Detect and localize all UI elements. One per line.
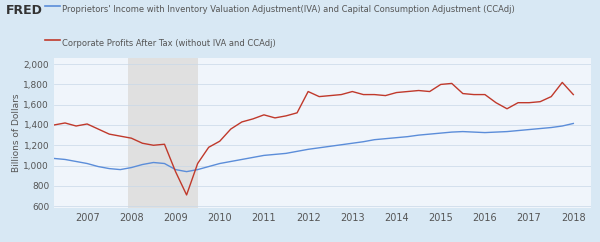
Text: Proprietors' Income with Inventory Valuation Adjustment(IVA) and Capital Consump: Proprietors' Income with Inventory Valua… (62, 5, 515, 14)
Y-axis label: Billions of Dollars: Billions of Dollars (11, 94, 20, 172)
Text: Corporate Profits After Tax (without IVA and CCAdj): Corporate Profits After Tax (without IVA… (62, 39, 275, 48)
Text: FRED: FRED (6, 4, 43, 17)
Bar (128, 58, 197, 208)
